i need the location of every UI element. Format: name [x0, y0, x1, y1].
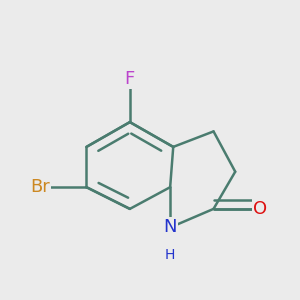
Text: Br: Br: [30, 178, 50, 196]
Text: F: F: [125, 70, 135, 88]
Text: O: O: [253, 200, 267, 218]
Text: H: H: [165, 248, 175, 262]
Text: N: N: [164, 218, 177, 236]
